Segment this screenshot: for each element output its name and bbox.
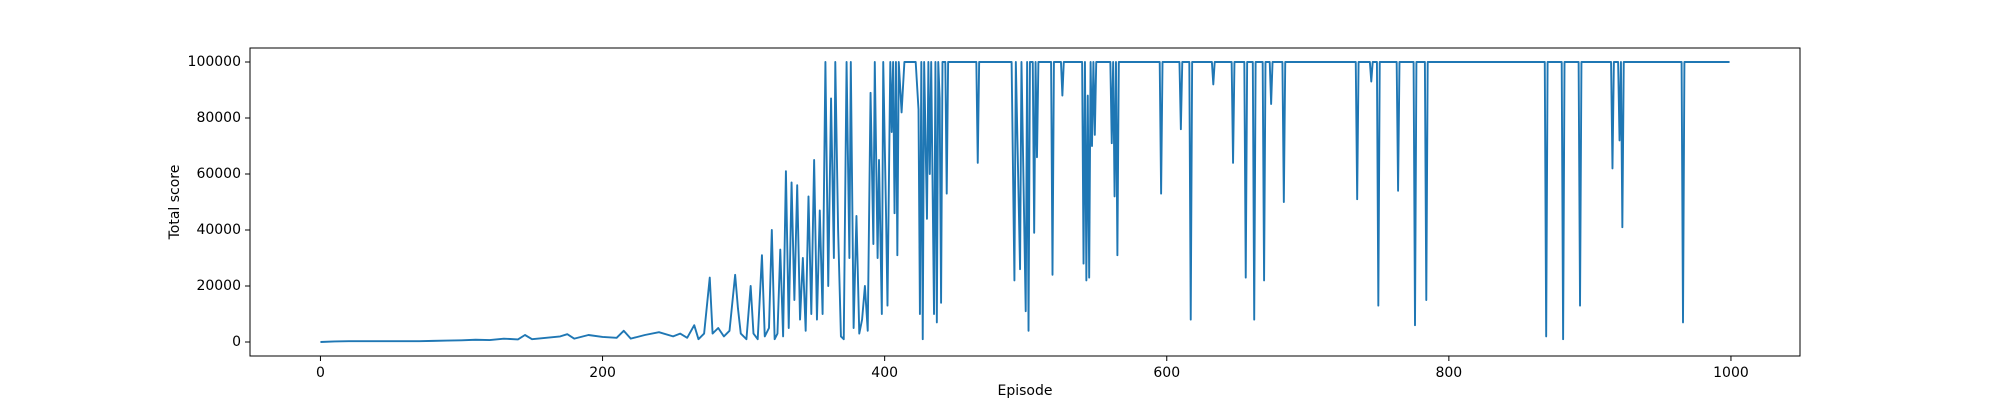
plot-frame — [249, 47, 1801, 357]
data-line — [320, 61, 1730, 343]
x-tick-label: 400 — [871, 365, 898, 381]
y-tick-label: 40000 — [196, 222, 241, 238]
x-tick-label: 800 — [1435, 365, 1462, 381]
x-tick-label: 200 — [589, 365, 616, 381]
y-tick-label: 0 — [232, 334, 241, 350]
x-tick-label: 0 — [316, 365, 325, 381]
y-tick-label: 80000 — [196, 110, 241, 126]
x-tick-label: 1000 — [1713, 365, 1749, 381]
y-axis-label: Total score — [167, 165, 183, 241]
y-tick-label: 100000 — [188, 54, 241, 70]
y-tick-label: 20000 — [196, 278, 241, 294]
y-tick-label: 60000 — [196, 166, 241, 182]
x-axis-label: Episode — [998, 383, 1053, 399]
x-tick-label: 600 — [1153, 365, 1180, 381]
